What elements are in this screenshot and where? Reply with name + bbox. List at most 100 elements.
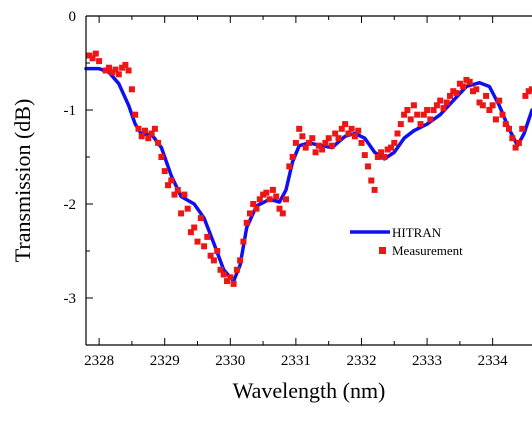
measurement-point [322,139,329,146]
measurement-point [388,144,394,151]
measurement-point [165,182,171,189]
measurement-point [522,92,529,99]
measurement-point [158,154,165,160]
measurement-point [430,107,437,113]
measurement-point [122,61,129,68]
measurement-point [427,116,434,123]
measurement-point [374,154,381,160]
measurement-point [263,189,270,196]
measurement-point [358,139,365,146]
measurement-point [115,71,122,78]
measurement-point [473,86,480,93]
x-tick-label: 2330 [215,353,245,369]
measurement-point [92,50,99,57]
y-tick-label: -2 [64,197,77,213]
measurement-point [161,168,168,175]
measurement-point [214,248,221,254]
measurement-point [470,88,476,95]
measurement-point [220,271,227,278]
x-tick-label: 2333 [412,353,442,369]
measurement-point [407,116,414,123]
measurement-point [138,133,145,140]
y-axis-title: Transmission (dB) [10,99,35,263]
measurement-point [191,224,198,231]
measurement-point [476,99,483,106]
measurement-point [135,125,142,132]
measurement-point [296,125,303,132]
measurement-point [171,191,178,198]
measurement-point [345,130,352,137]
measurement-point [86,52,93,59]
measurement-point [89,55,96,62]
measurement-point [253,205,260,212]
measurement-point [312,149,319,156]
measurement-point [486,107,493,113]
measurement-point [365,163,371,170]
measurement-point [525,88,532,95]
y-tick-label: -3 [64,291,77,307]
measurement-point [509,135,516,142]
x-tick-label: 2329 [150,353,180,369]
measurement-point [273,193,280,200]
measurement-point [361,152,368,159]
measurement-point [447,92,453,99]
measurement-point [329,142,335,149]
measurement-point [460,83,467,90]
measurement-point [519,125,526,132]
measurement-point [378,149,385,156]
measurement-point [174,186,181,193]
measurement-point [453,90,460,97]
measurement-point [269,186,276,193]
measurement-point [355,127,362,134]
measurement-point [102,67,109,74]
measurement-point [106,64,112,71]
measurement-point [420,111,427,118]
measurement-point [279,210,286,217]
measurement-point [266,196,273,203]
measurement-point [512,144,519,151]
measurement-point [240,238,247,245]
measurement-point [391,139,398,146]
measurement-point [132,111,139,118]
measurement-point [499,111,506,118]
measurement-point [414,111,421,118]
legend-measurement-label: Measurement [392,243,463,258]
measurement-point [325,135,332,142]
measurement-point [335,135,342,142]
measurement-point [417,121,424,128]
measurement-point [306,139,312,146]
series-hitran-line [84,66,532,283]
measurement-point [276,205,283,212]
measurement-point [145,135,152,142]
measurement-point [394,130,401,137]
measurement-point [210,257,217,264]
axes: 2328 2329 2330 2331 2332 2333 2334 0 -1 -2 -3 [64,9,532,369]
measurement-point [506,125,512,132]
measurement-point [309,135,316,142]
x-tick-label: 2328 [84,353,114,369]
measurement-point [224,278,230,285]
x-axis-title: Wavelength (nm) [233,378,386,403]
measurement-point [319,146,326,153]
measurement-point [479,102,486,109]
measurement-point [204,233,211,240]
measurement-point [463,76,470,83]
measurement-point [332,130,339,137]
measurement-point [492,116,499,123]
x-tick-label: 2331 [281,353,311,369]
measurement-point [529,86,532,93]
measurement-point [351,133,358,140]
measurement-point [315,142,322,149]
plot-area [84,50,532,287]
measurement-point [515,139,522,146]
measurement-point [440,105,447,112]
measurement-point [496,97,503,104]
measurement-point [233,266,240,273]
measurement-point [292,139,299,146]
measurement-point [404,107,411,113]
measurement-point [243,219,250,226]
measurement-point [250,201,257,207]
measurement-point [299,133,306,140]
measurement-point [437,97,444,104]
measurement-point [283,196,289,203]
